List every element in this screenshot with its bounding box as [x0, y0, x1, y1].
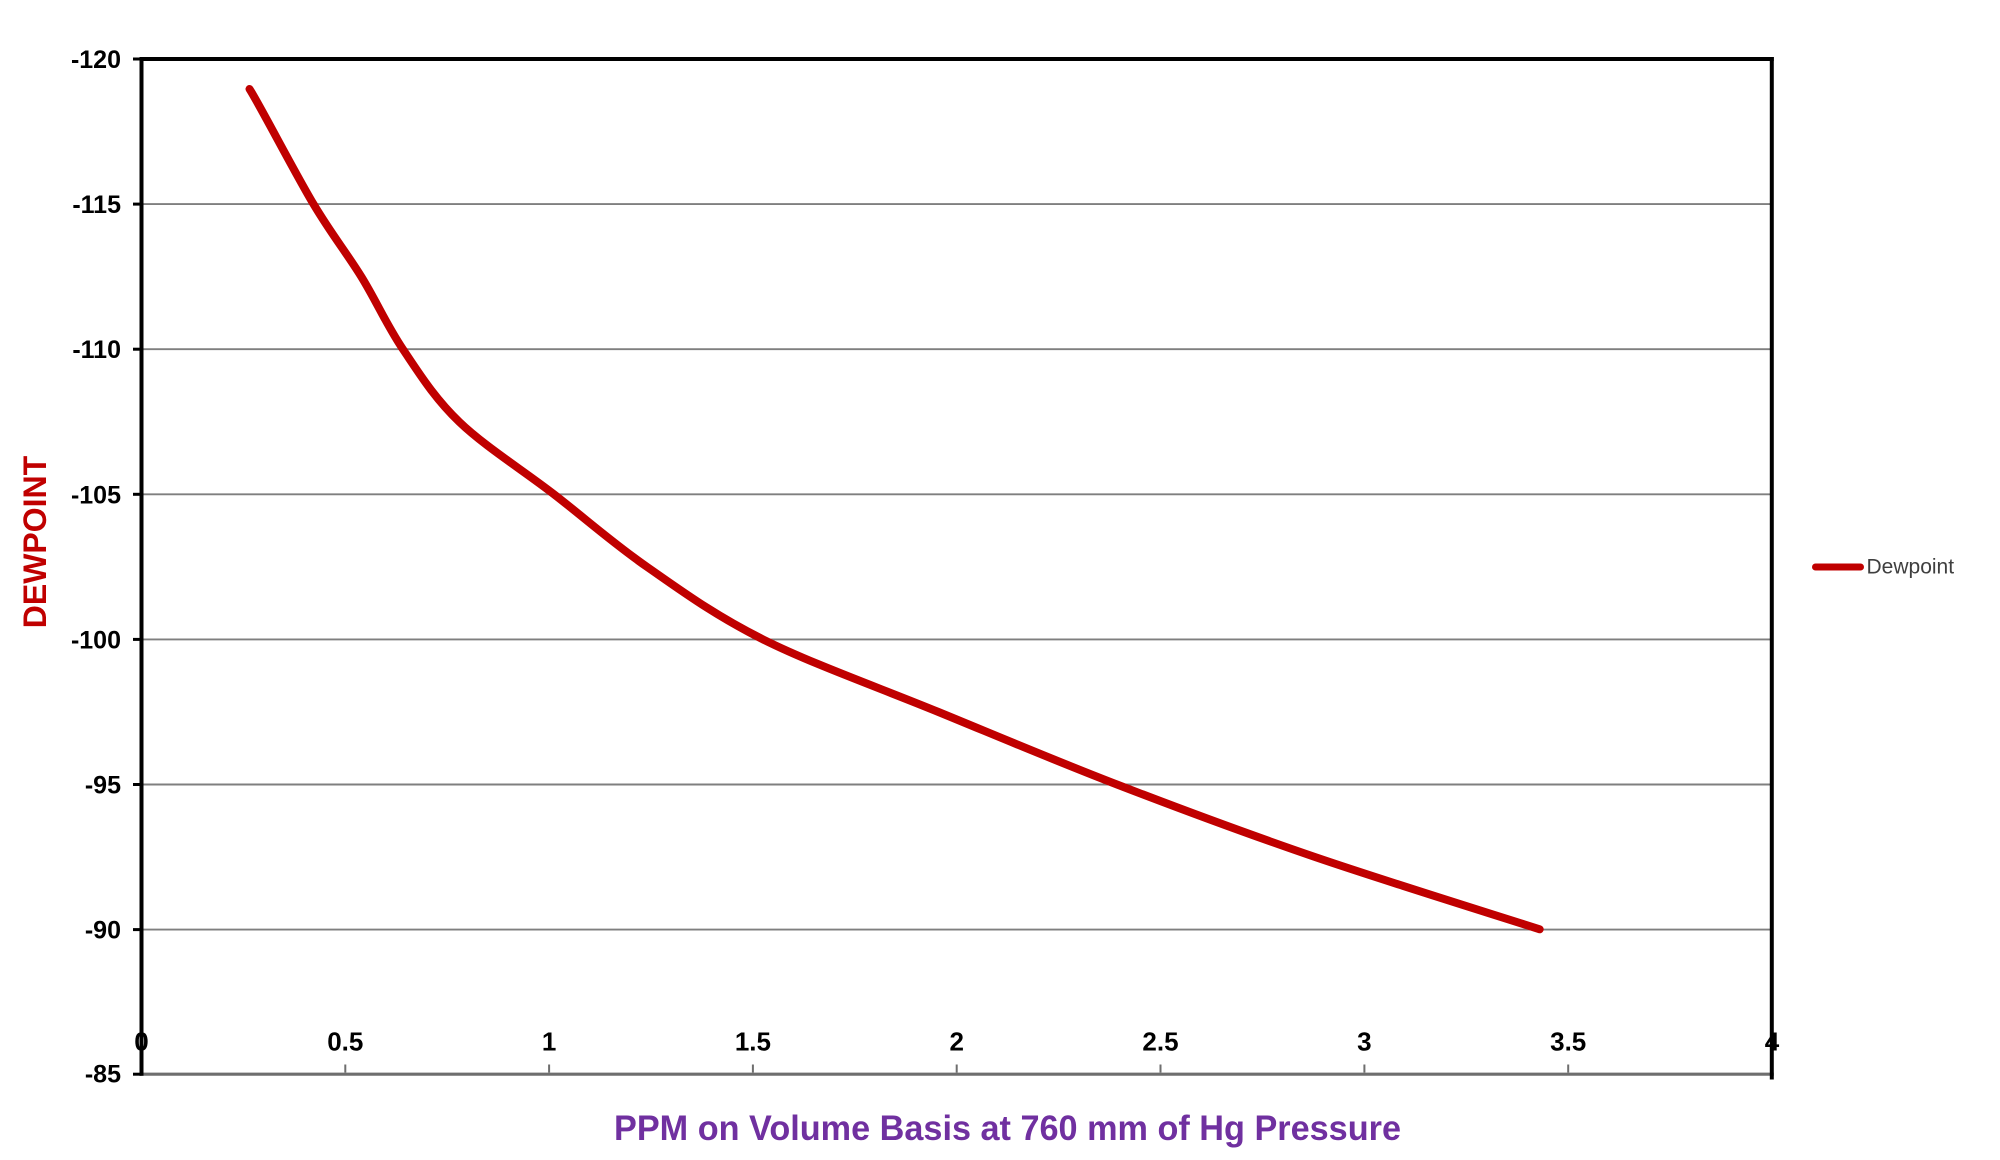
svg-text:-120: -120 [71, 46, 121, 74]
svg-text:DEWPOINT: DEWPOINT [17, 455, 53, 628]
svg-text:-95: -95 [85, 772, 121, 800]
svg-text:2.5: 2.5 [1142, 1027, 1178, 1057]
svg-text:1: 1 [542, 1027, 556, 1057]
svg-text:4: 4 [1765, 1027, 1780, 1057]
svg-text:-100: -100 [71, 626, 121, 654]
svg-text:2: 2 [949, 1027, 963, 1057]
svg-text:3.5: 3.5 [1550, 1027, 1586, 1057]
svg-text:PPM on Volume Basis at 760 mm: PPM on Volume Basis at 760 mm of Hg Pres… [614, 1109, 1401, 1148]
svg-text:3: 3 [1357, 1027, 1371, 1057]
svg-text:-90: -90 [85, 917, 121, 945]
svg-text:-105: -105 [71, 481, 121, 509]
svg-text:-110: -110 [72, 336, 121, 364]
svg-text:-85: -85 [85, 1060, 121, 1088]
svg-text:0.5: 0.5 [327, 1027, 363, 1057]
svg-text:Dewpoint: Dewpoint [1867, 555, 1955, 578]
svg-text:-115: -115 [72, 191, 121, 219]
svg-text:1.5: 1.5 [735, 1027, 771, 1057]
svg-text:0: 0 [134, 1027, 148, 1057]
